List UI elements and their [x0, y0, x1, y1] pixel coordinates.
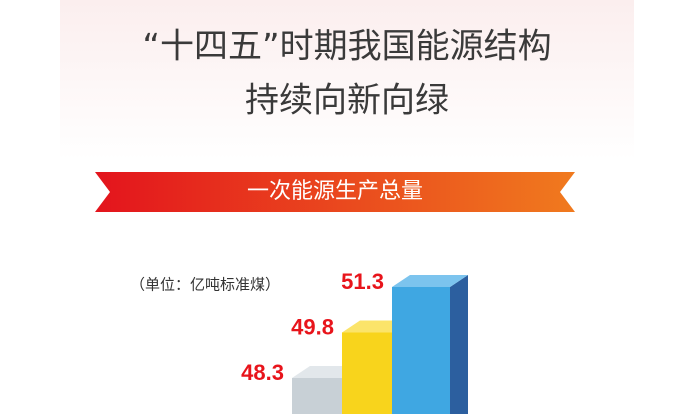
bar: [342, 332, 400, 414]
bar-side: [450, 275, 468, 414]
bar: [292, 378, 350, 414]
bar-top: [392, 275, 468, 287]
value-label: 48.3: [241, 360, 284, 385]
ribbon: [95, 172, 575, 212]
value-label: 51.3: [341, 269, 384, 294]
header-bg: [60, 0, 634, 160]
unit-label: （单位：亿吨标准煤）: [130, 276, 280, 294]
title-line: “十四五”时期我国能源结构: [142, 27, 551, 67]
subtitle: 一次能源生产总量: [247, 179, 423, 204]
bar: [392, 287, 450, 414]
title-line: 持续向新向绿: [245, 81, 449, 121]
value-label: 49.8: [291, 314, 334, 339]
